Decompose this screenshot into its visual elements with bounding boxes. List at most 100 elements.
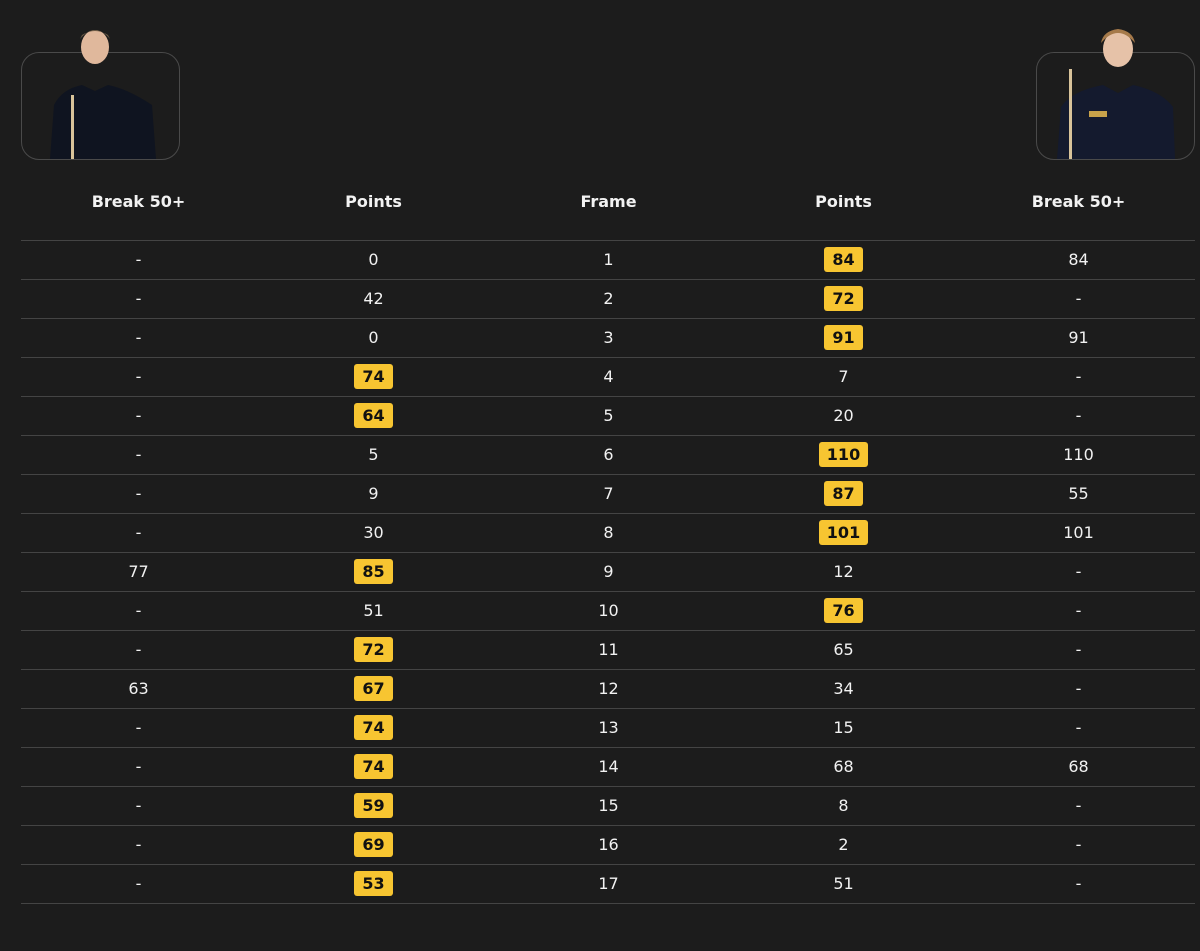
table-cell: 91: [726, 318, 961, 357]
winning-points: 85: [354, 559, 393, 584]
cell-value: 42: [363, 289, 384, 308]
table-cell: 17: [491, 864, 726, 903]
cell-value: -: [1075, 835, 1082, 854]
table-cell: 51: [256, 591, 491, 630]
table-cell: 12: [491, 669, 726, 708]
table-cell: 68: [961, 747, 1196, 786]
cell-value: 8: [603, 523, 614, 542]
table-cell: 42: [256, 279, 491, 318]
table-cell: 9: [256, 474, 491, 513]
row-divider: [21, 435, 1195, 436]
winning-points: 64: [354, 403, 393, 428]
winning-points: 67: [354, 676, 393, 701]
table-cell: 5: [256, 435, 491, 474]
column-header: Points: [815, 192, 872, 211]
cell-value: 55: [1068, 484, 1089, 503]
cell-value: -: [1075, 367, 1082, 386]
cell-value: -: [135, 718, 142, 737]
winning-points: 87: [824, 481, 863, 506]
row-divider: [21, 357, 1195, 358]
table-cell: 30: [256, 513, 491, 552]
table-cell: 84: [726, 240, 961, 279]
table-cell: 55: [961, 474, 1196, 513]
table-cell: 51: [726, 864, 961, 903]
cell-value: 16: [598, 835, 619, 854]
cell-value: -: [1075, 289, 1082, 308]
cell-value: 11: [598, 640, 619, 659]
cell-value: -: [135, 796, 142, 815]
table-cell: 8: [726, 786, 961, 825]
table-cell: -: [21, 396, 256, 435]
row-divider: [21, 318, 1195, 319]
cell-value: 68: [833, 757, 854, 776]
table-cell: 101: [961, 513, 1196, 552]
cell-value: -: [135, 874, 142, 893]
row-divider: [21, 396, 1195, 397]
table-cell: -: [961, 591, 1196, 630]
table-cell: -: [21, 474, 256, 513]
cell-value: -: [1075, 406, 1082, 425]
table-cell: 76: [726, 591, 961, 630]
cell-value: -: [1075, 640, 1082, 659]
table-cell: -: [21, 630, 256, 669]
column-header: Points: [345, 192, 402, 211]
row-divider: [21, 825, 1195, 826]
table-cell: 91: [961, 318, 1196, 357]
winning-points: 74: [354, 364, 393, 389]
cell-value: 7: [603, 484, 614, 503]
table-cell: 87: [726, 474, 961, 513]
cell-value: -: [135, 328, 142, 347]
cell-value: -: [135, 757, 142, 776]
table-cell: -: [21, 747, 256, 786]
cell-value: -: [1075, 562, 1082, 581]
table-cell: 68: [726, 747, 961, 786]
cell-value: 12: [833, 562, 854, 581]
cell-value: 7: [838, 367, 849, 386]
table-cell: -: [961, 357, 1196, 396]
cell-value: -: [1075, 796, 1082, 815]
cell-value: 1: [603, 250, 614, 269]
table-cell: -: [21, 240, 256, 279]
cell-value: 91: [1068, 328, 1089, 347]
row-divider: [21, 552, 1195, 553]
cell-value: 2: [838, 835, 849, 854]
row-divider: [21, 279, 1195, 280]
cell-value: 0: [368, 328, 379, 347]
table-cell: -: [961, 708, 1196, 747]
cell-value: 3: [603, 328, 614, 347]
player-silhouette: [50, 30, 156, 159]
cell-value: 6: [603, 445, 614, 464]
cell-value: 2: [603, 289, 614, 308]
table-cell: 14: [491, 747, 726, 786]
row-divider: [21, 747, 1195, 748]
cell-value: 0: [368, 250, 379, 269]
table-cell: -: [961, 279, 1196, 318]
table-cell: 1: [491, 240, 726, 279]
table-cell: 65: [726, 630, 961, 669]
cell-value: 5: [603, 406, 614, 425]
cell-value: 30: [363, 523, 384, 542]
row-divider: [21, 240, 1195, 241]
table-cell: 110: [726, 435, 961, 474]
table-cell: 74: [256, 747, 491, 786]
cell-value: 14: [598, 757, 619, 776]
table-cell: 4: [491, 357, 726, 396]
table-cell: 69: [256, 825, 491, 864]
winning-points: 53: [354, 871, 393, 896]
row-divider: [21, 591, 1195, 592]
table-cell: 10: [491, 591, 726, 630]
cell-value: -: [135, 484, 142, 503]
table-cell: 84: [961, 240, 1196, 279]
cell-value: 20: [833, 406, 854, 425]
winning-points: 72: [824, 286, 863, 311]
cell-value: 17: [598, 874, 619, 893]
table-cell: 6: [491, 435, 726, 474]
winning-points: 74: [354, 715, 393, 740]
cell-value: 9: [368, 484, 379, 503]
table-cell: 9: [491, 552, 726, 591]
table-cell: 16: [491, 825, 726, 864]
player-right-photo: [1036, 29, 1195, 160]
cell-value: -: [135, 367, 142, 386]
table-cell: 13: [491, 708, 726, 747]
column-header: Frame: [580, 192, 637, 211]
